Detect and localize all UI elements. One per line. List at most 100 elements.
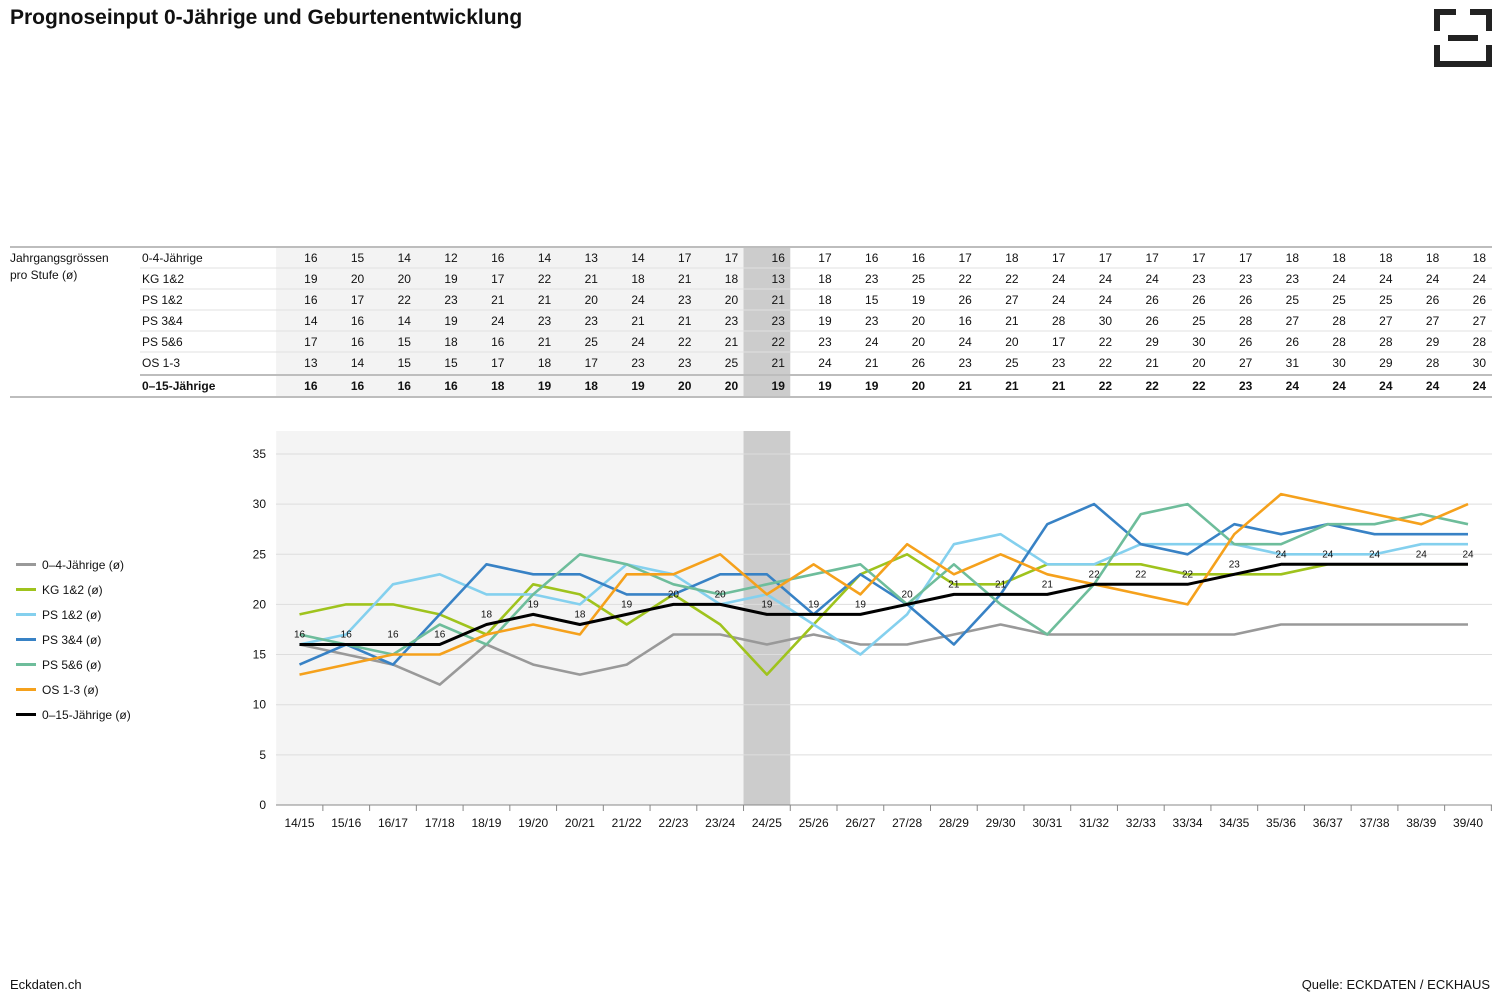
table-cell: 22 [1099, 335, 1113, 349]
table-cell: 22 [538, 272, 552, 286]
table-cell: 16 [491, 251, 505, 265]
table-cell: 13 [585, 251, 599, 265]
x-tick-label: 30/31 [1032, 816, 1062, 830]
table-row-label: 0-4-Jährige [142, 251, 203, 265]
footer-site: Eckdaten.ch [10, 977, 82, 992]
x-tick-label: 24/25 [752, 816, 782, 830]
y-tick-label: 0 [259, 798, 266, 812]
x-tick-label: 33/34 [1173, 816, 1203, 830]
table-cell: 26 [1426, 293, 1440, 307]
table-cell: 23 [1052, 356, 1066, 370]
x-tick-label: 22/23 [658, 816, 688, 830]
x-tick-label: 21/22 [612, 816, 642, 830]
legend-item: PS 3&4 (ø) [16, 627, 131, 652]
table-cell: 31 [1286, 356, 1300, 370]
data-label: 24 [1275, 549, 1287, 560]
series-line [299, 492, 1469, 676]
table-cell: 30 [1473, 356, 1487, 370]
table-cell: 18 [585, 379, 599, 393]
legend-swatch [16, 663, 36, 666]
table-cell: 20 [1005, 335, 1019, 349]
table-cell: 24 [631, 335, 645, 349]
data-label: 16 [294, 630, 306, 641]
table-cell: 26 [1145, 314, 1159, 328]
table-cell: 16 [912, 251, 926, 265]
table-cell: 23 [959, 356, 973, 370]
table-cell: 29 [1145, 335, 1159, 349]
table-cell: 21 [772, 356, 786, 370]
data-label: 16 [387, 630, 399, 641]
table-cell: 20 [912, 314, 926, 328]
y-tick-label: 35 [253, 447, 267, 461]
table-cell: 24 [1379, 379, 1393, 393]
legend-item: OS 1-3 (ø) [16, 677, 131, 702]
table-cell: 24 [865, 335, 879, 349]
table-cell: 16 [959, 314, 973, 328]
table-cell: 17 [1145, 251, 1159, 265]
table-cell: 22 [1099, 379, 1113, 393]
table-cell: 12 [444, 251, 458, 265]
x-tick-label: 26/27 [845, 816, 875, 830]
table-cell: 23 [1192, 272, 1206, 286]
table-cell: 21 [1145, 356, 1159, 370]
table-cell: 14 [631, 251, 645, 265]
table-cell: 22 [1099, 356, 1113, 370]
table-cell: 19 [912, 293, 926, 307]
table-cell: 28 [1052, 314, 1066, 328]
table-cell: 26 [1145, 293, 1159, 307]
chart-legend: 0–4-Jährige (ø) KG 1&2 (ø) PS 1&2 (ø) PS 3&… [16, 552, 131, 727]
table-cell: 23 [725, 314, 739, 328]
table-cell: 25 [1286, 293, 1300, 307]
data-label: 22 [1182, 569, 1194, 580]
table-cell: 23 [1239, 272, 1253, 286]
table-cell: 26 [1473, 293, 1487, 307]
table-cell: 26 [959, 293, 973, 307]
table-cell: 17 [1192, 251, 1206, 265]
x-tick-label: 38/39 [1406, 816, 1436, 830]
footer-source: Quelle: ECKDATEN / ECKHAUS [1301, 977, 1490, 992]
table-cell: 28 [1379, 335, 1393, 349]
table-cell: 23 [631, 356, 645, 370]
table-cell: 21 [491, 293, 505, 307]
table-cell: 19 [818, 314, 832, 328]
table-cell: 16 [351, 314, 365, 328]
x-tick-label: 32/33 [1126, 816, 1156, 830]
table-cell: 15 [398, 356, 412, 370]
table-cell: 22 [1145, 379, 1159, 393]
table-cell: 24 [1332, 379, 1346, 393]
table-cell: 17 [1239, 251, 1253, 265]
table-cell: 20 [912, 335, 926, 349]
data-label: 16 [341, 630, 353, 641]
table-cell: 18 [818, 293, 832, 307]
table-cell: 18 [491, 379, 505, 393]
legend-swatch [16, 638, 36, 641]
table-cell: 16 [351, 379, 365, 393]
table-row-label: PS 3&4 [142, 314, 183, 328]
table-cell: 23 [444, 293, 458, 307]
x-tick-label: 18/19 [471, 816, 501, 830]
table-cell: 21 [1052, 379, 1066, 393]
table-cell: 24 [1426, 379, 1440, 393]
data-label: 24 [1416, 549, 1428, 560]
table-cell: 22 [398, 293, 412, 307]
table-cell: 19 [631, 379, 645, 393]
table-cell: 19 [772, 379, 786, 393]
x-tick-label: 35/36 [1266, 816, 1296, 830]
data-label: 16 [434, 630, 446, 641]
table-cell: 20 [351, 272, 365, 286]
data-label: 21 [1042, 579, 1054, 590]
table-cell: 21 [725, 335, 739, 349]
table-cell: 27 [1426, 314, 1440, 328]
table-cell: 26 [1239, 335, 1253, 349]
table-cell: 24 [1473, 379, 1487, 393]
table-cell: 18 [725, 272, 739, 286]
legend-label: PS 5&6 (ø) [42, 657, 102, 672]
table-cell: 16 [351, 335, 365, 349]
table-cell: 23 [772, 314, 786, 328]
data-label: 23 [1229, 559, 1241, 570]
table-cell: 19 [818, 379, 832, 393]
table-cell: 19 [444, 314, 458, 328]
table-cell: 20 [585, 293, 599, 307]
table-cell: 19 [538, 379, 552, 393]
x-tick-label: 31/32 [1079, 816, 1109, 830]
